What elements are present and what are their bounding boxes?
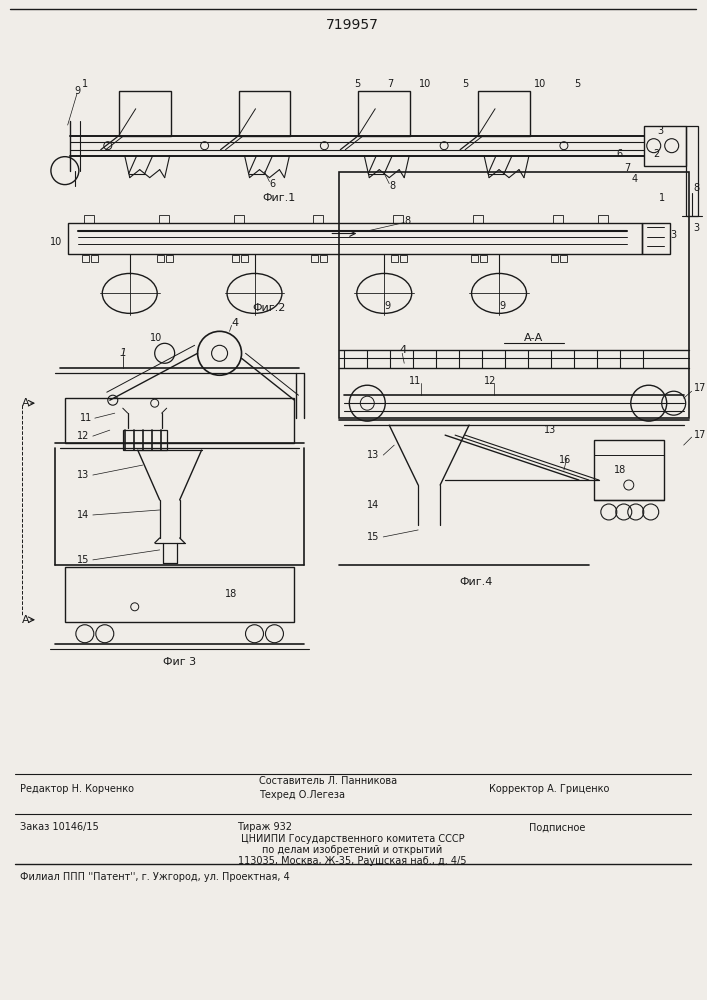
Text: 12: 12 xyxy=(77,431,89,441)
Text: 6: 6 xyxy=(617,149,623,159)
Bar xyxy=(311,255,318,262)
Bar xyxy=(553,215,563,223)
Bar xyxy=(84,215,94,223)
Text: Редактор Н. Корченко: Редактор Н. Корченко xyxy=(20,784,134,794)
Text: Фиг 3: Фиг 3 xyxy=(163,657,197,667)
Bar xyxy=(560,255,567,262)
Text: по делам изобретений и открытий: по делам изобретений и открытий xyxy=(262,845,443,855)
Bar xyxy=(313,215,323,223)
Bar xyxy=(339,172,689,418)
Text: 15: 15 xyxy=(77,555,89,565)
Text: 719957: 719957 xyxy=(326,18,379,32)
Bar xyxy=(478,91,530,136)
Bar xyxy=(358,91,410,136)
Text: 10: 10 xyxy=(50,237,62,247)
Text: 5: 5 xyxy=(462,79,468,89)
Text: 12: 12 xyxy=(484,376,496,386)
Text: 14: 14 xyxy=(77,510,89,520)
Text: 11: 11 xyxy=(409,376,421,386)
Text: 6: 6 xyxy=(269,179,276,189)
Text: 11: 11 xyxy=(80,413,92,423)
Text: Филиал ППП ''Патент'', г. Ужгород, ул. Проектная, 4: Филиал ППП ''Патент'', г. Ужгород, ул. П… xyxy=(20,872,290,882)
Bar xyxy=(551,255,558,262)
Text: 4: 4 xyxy=(232,318,239,328)
Bar xyxy=(157,255,164,262)
Bar xyxy=(598,215,608,223)
Bar xyxy=(642,223,670,254)
Bar xyxy=(90,255,98,262)
Text: 3: 3 xyxy=(671,230,677,240)
Text: 7: 7 xyxy=(387,79,394,89)
Bar xyxy=(65,398,294,443)
Bar xyxy=(119,91,170,136)
Text: 10: 10 xyxy=(150,333,162,343)
Text: Составитель Л. Панникова: Составитель Л. Панникова xyxy=(259,776,397,786)
Text: 17: 17 xyxy=(694,383,706,393)
Text: 4: 4 xyxy=(632,174,638,184)
Bar xyxy=(473,215,483,223)
Bar xyxy=(471,255,478,262)
Bar xyxy=(240,255,247,262)
Text: 14: 14 xyxy=(368,500,380,510)
Text: 3: 3 xyxy=(694,223,700,233)
Text: 2: 2 xyxy=(654,149,660,159)
Bar xyxy=(65,567,294,622)
Text: 9: 9 xyxy=(385,301,390,311)
Text: А: А xyxy=(22,615,30,625)
Text: Корректор А. Гриценко: Корректор А. Гриценко xyxy=(489,784,609,794)
Bar xyxy=(232,255,238,262)
Text: 8: 8 xyxy=(404,216,410,226)
Bar xyxy=(320,255,327,262)
Text: 13: 13 xyxy=(77,470,89,480)
Text: 113035, Москва, Ж-35, Раушская наб., д. 4/5: 113035, Москва, Ж-35, Раушская наб., д. … xyxy=(238,856,467,866)
Bar xyxy=(68,223,642,254)
Text: 10: 10 xyxy=(534,79,547,89)
Text: Фиг.4: Фиг.4 xyxy=(460,577,493,587)
Text: А: А xyxy=(22,398,30,408)
Text: 10: 10 xyxy=(419,79,431,89)
Text: Техред О.Легеза: Техред О.Легеза xyxy=(259,790,346,800)
Text: Тираж 932: Тираж 932 xyxy=(237,822,292,832)
Text: 9: 9 xyxy=(75,86,81,96)
Bar xyxy=(233,215,243,223)
Text: 3: 3 xyxy=(658,126,664,136)
Text: Подписное: Подписное xyxy=(529,822,585,832)
Text: 13: 13 xyxy=(368,450,380,460)
Bar xyxy=(165,255,173,262)
Text: Фиг.1: Фиг.1 xyxy=(263,193,296,203)
Text: 8: 8 xyxy=(390,181,395,191)
Bar xyxy=(594,440,664,500)
Bar xyxy=(82,255,89,262)
Bar xyxy=(393,215,403,223)
Bar xyxy=(480,255,487,262)
Text: 13: 13 xyxy=(544,425,556,435)
Text: 4: 4 xyxy=(399,345,407,355)
Text: 1: 1 xyxy=(119,348,127,358)
Text: 7: 7 xyxy=(624,163,630,173)
Text: А-А: А-А xyxy=(525,333,544,343)
Text: 5: 5 xyxy=(574,79,580,89)
Text: ЦНИИПИ Государственного комитета СССР: ЦНИИПИ Государственного комитета СССР xyxy=(240,834,464,844)
Text: 16: 16 xyxy=(559,455,571,465)
Text: 18: 18 xyxy=(614,465,626,475)
Bar xyxy=(158,215,169,223)
Bar xyxy=(391,255,398,262)
Text: 1: 1 xyxy=(659,193,665,203)
Bar xyxy=(123,430,167,450)
Text: 17: 17 xyxy=(694,430,706,440)
Text: Заказ 10146/15: Заказ 10146/15 xyxy=(20,822,99,832)
Text: 8: 8 xyxy=(694,183,700,193)
Bar xyxy=(400,255,407,262)
Text: 5: 5 xyxy=(354,79,361,89)
Bar xyxy=(238,91,291,136)
Bar xyxy=(686,126,698,216)
Text: 18: 18 xyxy=(225,589,237,599)
Bar xyxy=(644,126,686,166)
Text: 15: 15 xyxy=(368,532,380,542)
Text: 1: 1 xyxy=(82,79,88,89)
Text: 9: 9 xyxy=(499,301,506,311)
Text: Фиг.2: Фиг.2 xyxy=(253,303,286,313)
